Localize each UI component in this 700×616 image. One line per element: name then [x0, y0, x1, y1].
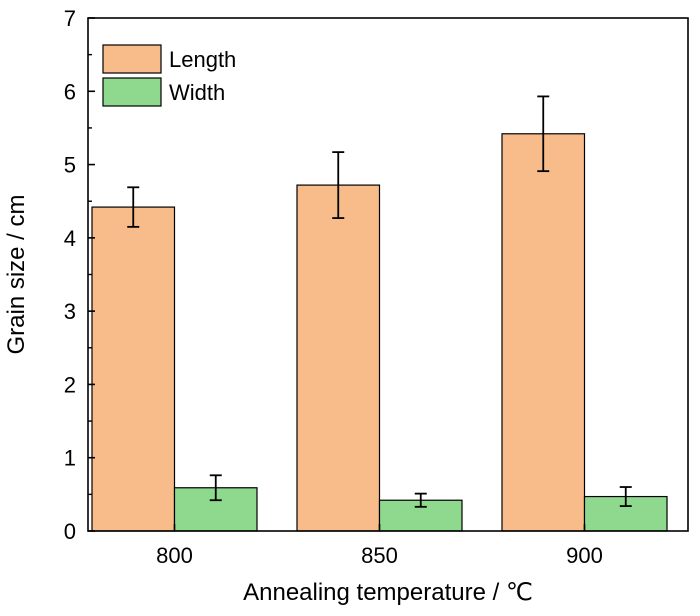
legend-label-length: Length	[169, 47, 236, 72]
legend-label-width: Width	[169, 80, 225, 105]
x-tick-label: 800	[156, 543, 193, 568]
y-tick-label: 5	[64, 153, 76, 178]
y-tick-label: 6	[64, 79, 76, 104]
bar-length-850	[296, 184, 381, 532]
bar-length-900	[501, 133, 586, 532]
y-tick-label: 0	[64, 519, 76, 544]
y-tick-label: 1	[64, 446, 76, 471]
axis-ticks-layer	[88, 17, 586, 532]
legend-swatch-width	[102, 77, 162, 107]
error-bar-length-900	[537, 95, 550, 173]
y-tick-label: 4	[64, 226, 76, 251]
y-axis-title: Grain size / cm	[3, 194, 30, 354]
x-tick-labels: 800 850 900	[156, 543, 603, 568]
legend-swatch-length	[102, 44, 162, 74]
x-tick-label: 850	[361, 543, 398, 568]
error-bar-length-850	[332, 151, 345, 219]
x-axis-title: Annealing temperature / ℃	[243, 579, 533, 606]
bars-layer	[91, 133, 668, 532]
error-bar-length-800	[127, 186, 140, 228]
y-tick-labels: 0 1 2 3 4 5 6 7	[64, 6, 76, 544]
bar-length-800	[91, 206, 176, 532]
error-bar-width-800	[209, 474, 222, 502]
legend: Length Width	[102, 44, 236, 107]
x-tick-label: 900	[566, 543, 603, 568]
y-tick-label: 3	[64, 299, 76, 324]
error-bars-layer	[127, 95, 632, 508]
error-bar-width-850	[414, 492, 427, 508]
error-bar-width-900	[619, 486, 632, 507]
y-tick-label: 7	[64, 6, 76, 31]
y-tick-label: 2	[64, 372, 76, 397]
